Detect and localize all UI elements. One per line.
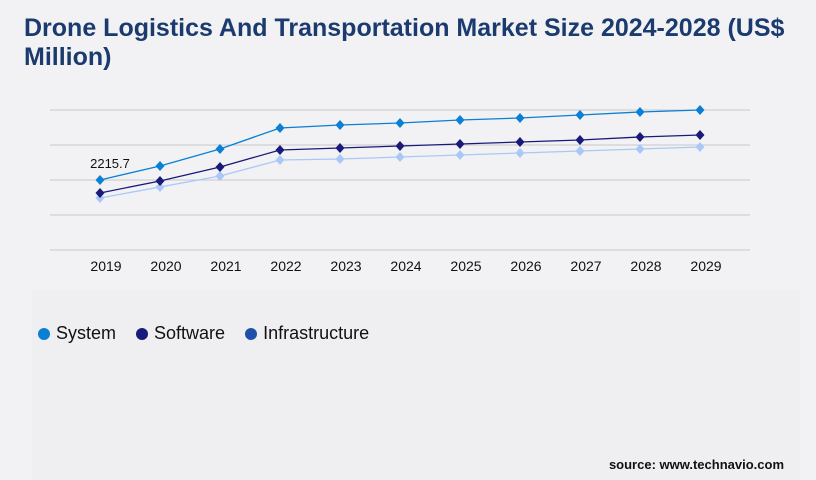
x-tick-label: 2022	[270, 258, 301, 274]
data-point-infrastructure	[155, 181, 165, 192]
data-point-software	[395, 140, 405, 151]
data-point-software	[95, 188, 105, 199]
data-point-software	[155, 175, 165, 186]
data-point-infrastructure	[275, 154, 285, 165]
data-point-infrastructure	[515, 148, 525, 159]
legend-item-software: Software	[136, 323, 225, 344]
data-point-infrastructure	[695, 141, 705, 152]
line-chart: 2019 2020 2021 2022 2023 2024 2025 2026 2027 2028…	[50, 105, 750, 274]
x-tick-label: 2025	[450, 258, 481, 274]
data-point-software	[275, 145, 285, 155]
legend-marker-icon	[245, 327, 258, 340]
legend: System Software Infrastructure	[38, 323, 369, 344]
chart-title: Drone Logistics And Transportation Marke…	[24, 14, 785, 71]
legend-marker-icon	[38, 327, 50, 340]
legend-label: Infrastructure	[263, 323, 370, 343]
data-point-software	[575, 134, 585, 145]
data-point-system	[455, 114, 465, 125]
legend-item-infrastructure: Infrastructure	[245, 323, 369, 344]
data-point-system	[515, 112, 525, 123]
legend-label: System	[56, 323, 117, 343]
x-tick-label: 2019	[90, 258, 121, 274]
x-tick-label: 2024	[390, 258, 421, 274]
data-point-infrastructure	[395, 152, 405, 163]
data-point-system	[155, 160, 165, 171]
data-point-software	[215, 161, 225, 172]
data-point-infrastructure	[455, 149, 465, 160]
legend-panel	[32, 290, 800, 480]
legend-item-system: System	[38, 323, 116, 344]
data-label: 2215.7	[90, 156, 130, 171]
data-point-system	[575, 109, 585, 120]
data-point-software	[635, 132, 645, 143]
x-tick-label: 2021	[210, 258, 241, 274]
data-point-system	[95, 174, 105, 185]
x-tick-label: 2020	[150, 258, 181, 274]
data-point-system	[695, 105, 705, 115]
data-point-system	[275, 123, 285, 134]
data-point-infrastructure	[215, 171, 225, 182]
data-point-infrastructure	[335, 154, 345, 165]
data-point-software	[695, 129, 705, 140]
source-text: source: www.technavio.com	[608, 457, 784, 472]
x-tick-label: 2029	[690, 258, 721, 274]
data-point-software	[515, 137, 525, 148]
x-tick-label: 2028	[630, 258, 661, 274]
data-point-infrastructure	[575, 146, 585, 157]
x-tick-label: 2027	[570, 258, 601, 274]
data-point-software	[455, 138, 465, 149]
legend-label: Software	[154, 323, 226, 343]
data-point-system	[395, 117, 405, 128]
legend-marker-icon	[136, 327, 149, 340]
data-point-system	[335, 120, 345, 131]
data-point-system	[635, 106, 645, 117]
x-tick-label: 2023	[330, 258, 361, 274]
x-tick-label: 2026	[510, 258, 541, 274]
data-point-infrastructure	[635, 143, 645, 154]
data-point-software	[335, 143, 345, 154]
data-point-system	[215, 143, 225, 154]
